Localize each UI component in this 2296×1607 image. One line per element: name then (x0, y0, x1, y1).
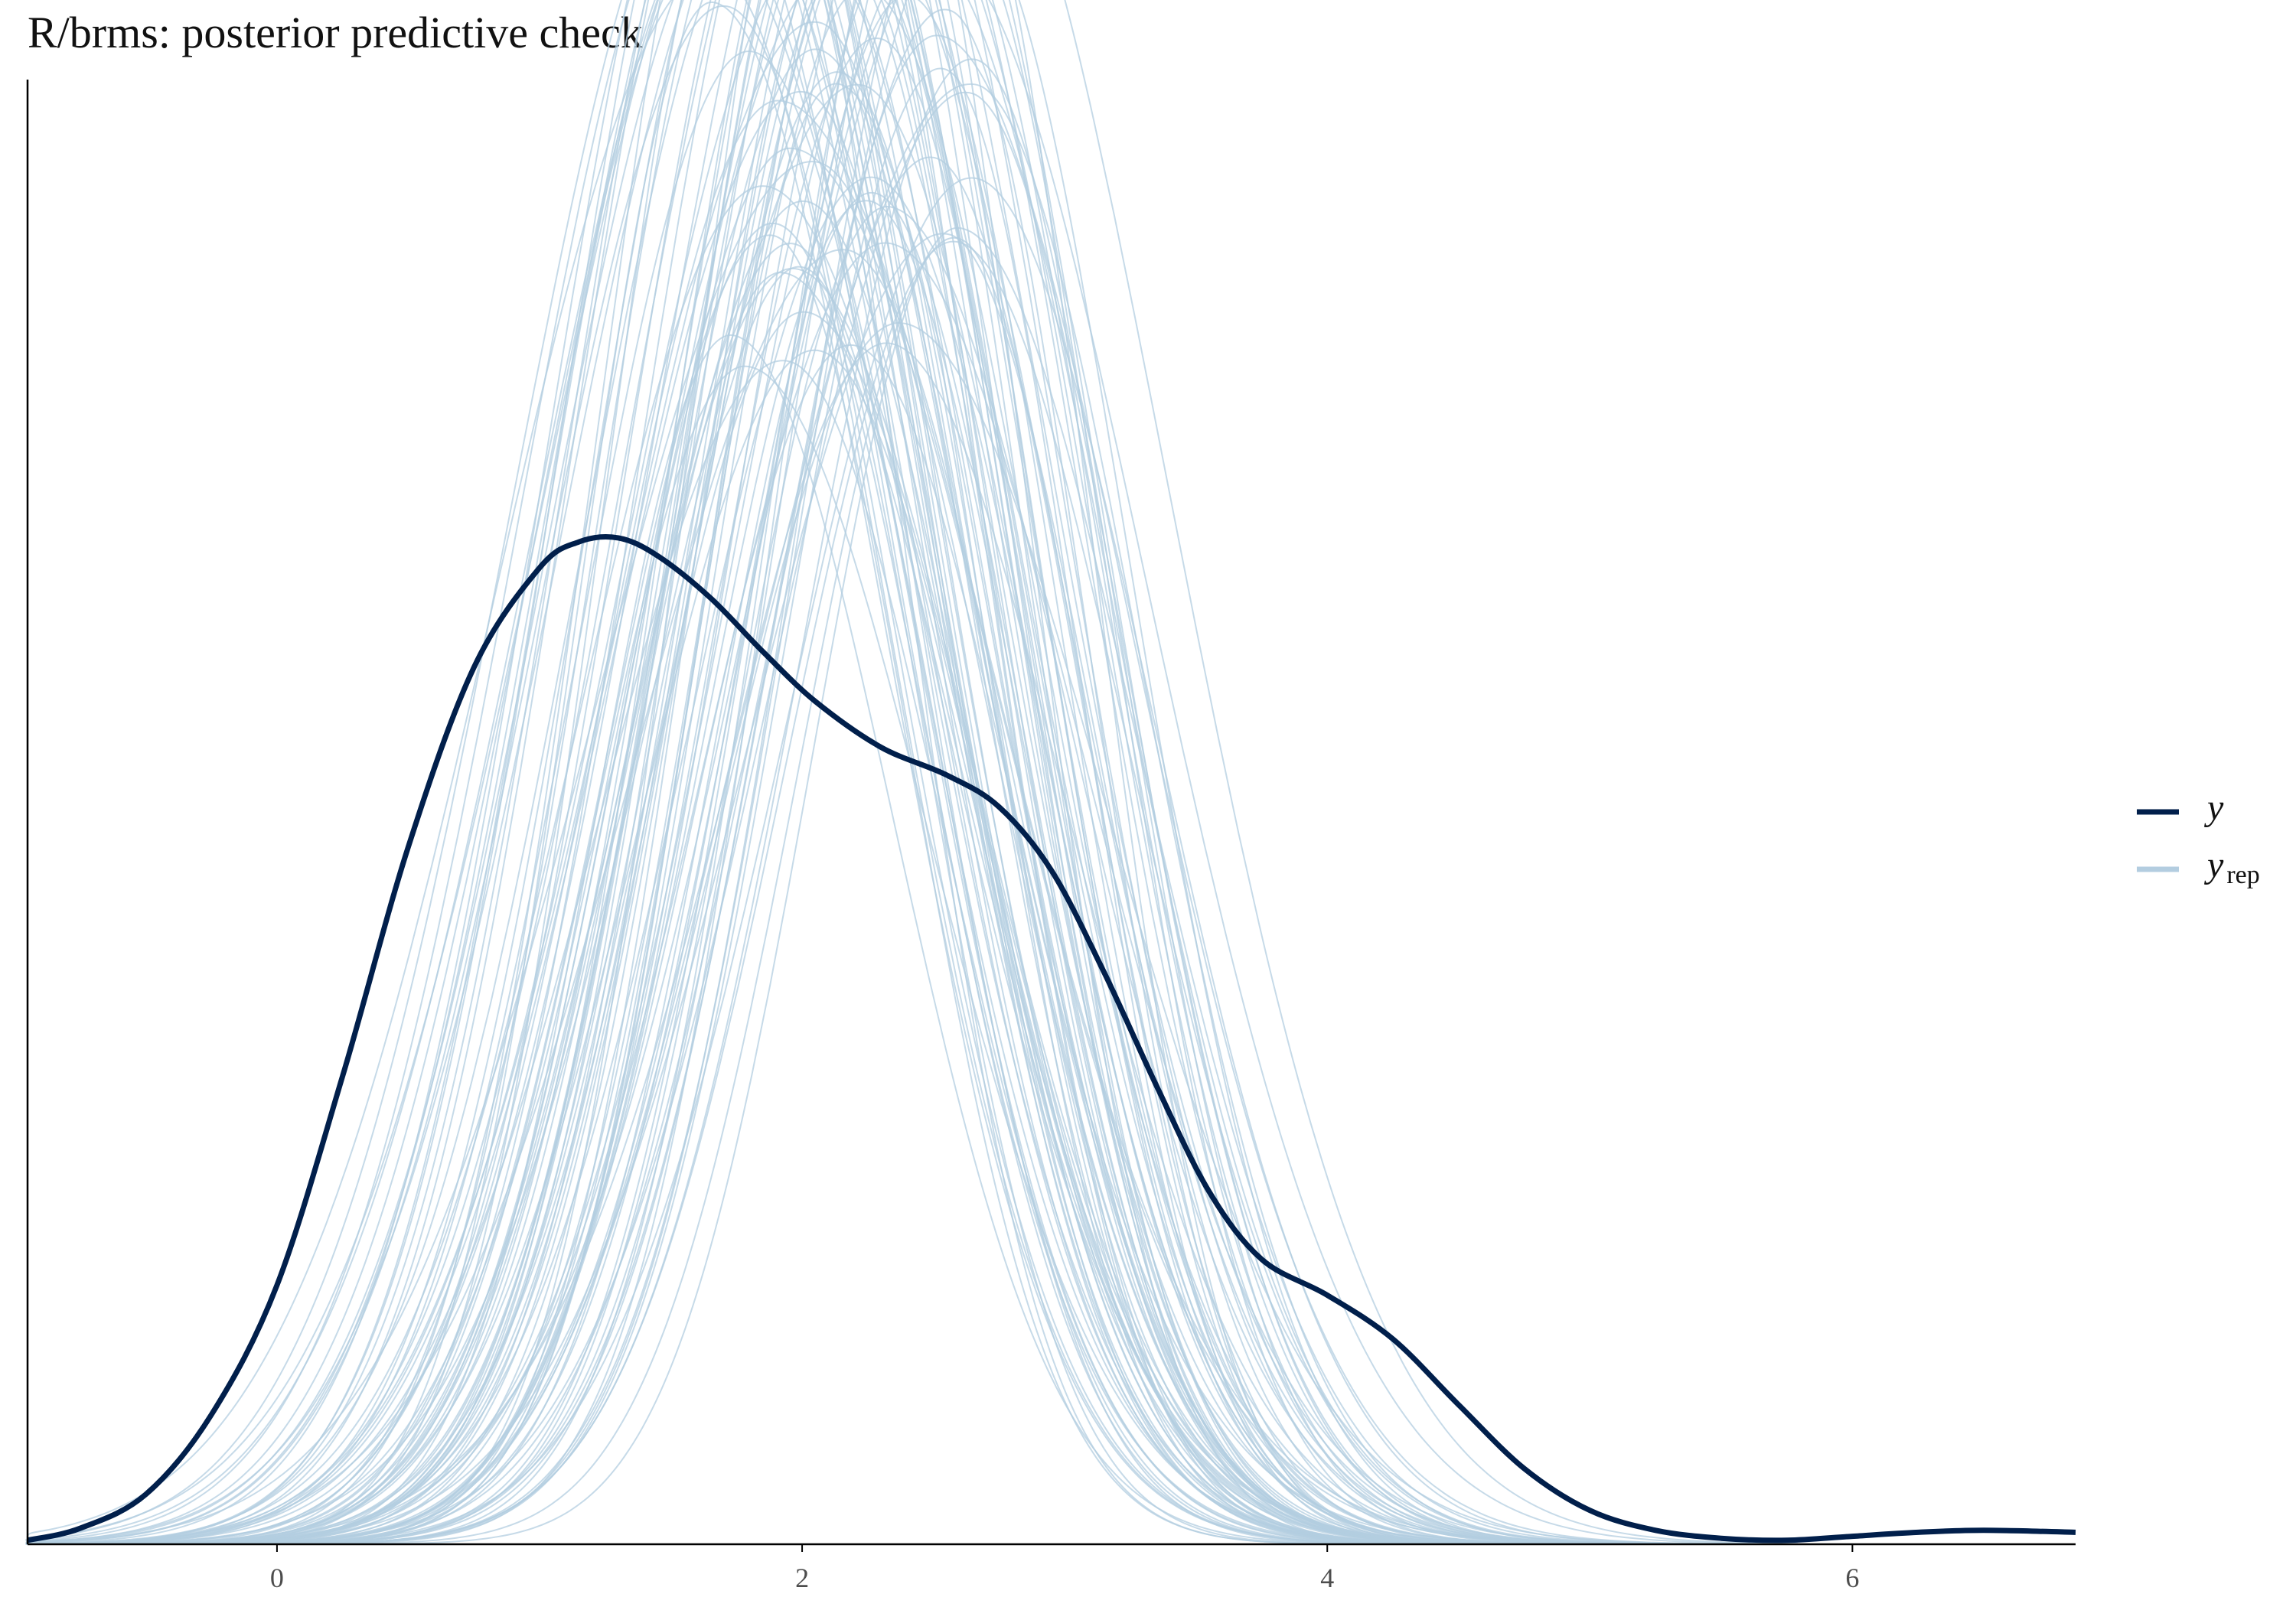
yrep-density-line (159, 0, 1534, 1546)
yrep-density-line (64, 83, 1678, 1546)
legend-yrep-subscript: rep (2226, 861, 2259, 889)
yrep-density-line (148, 71, 1552, 1546)
y-density-line-group (27, 534, 2076, 1543)
yrep-density-line (159, 0, 1609, 1546)
yrep-density-line (149, 83, 1820, 1546)
yrep-density-line (202, 91, 1756, 1546)
yrep-density-line (284, 67, 1624, 1546)
yrep-density-line (141, 0, 1799, 1546)
yrep-density-line (242, 227, 1698, 1546)
x-tick-label: 2 (795, 1563, 809, 1593)
yrep-density-line (26, 0, 1567, 1546)
yrep-density-line (27, 0, 1629, 1545)
yrep-density-line (155, 0, 1574, 1546)
yrep-density-line (27, 0, 1627, 1546)
x-axis-ticks: 0 2 4 6 (270, 1544, 1859, 1593)
yrep-density-line (88, 0, 1434, 1546)
x-tick-label: 4 (1320, 1563, 1334, 1593)
yrep-density-line (214, 0, 1595, 1546)
yrep-density-line (54, 272, 1533, 1546)
chart-title: R/brms: posterior predictive check (28, 8, 643, 57)
yrep-density-line (131, 266, 1494, 1546)
yrep-density-line (139, 344, 1588, 1545)
y-density-line (27, 534, 2076, 1543)
yrep-density-line (25, 0, 1544, 1545)
yrep-density-line (26, 0, 1715, 1545)
yrep-density-line (101, 0, 1588, 1546)
yrep-density-line (267, 58, 1704, 1546)
yrep-density-line (80, 0, 1623, 1545)
legend-yrep-main: y (2203, 845, 2224, 885)
x-tick-label: 6 (1845, 1563, 1859, 1593)
yrep-density-line (25, 0, 1574, 1545)
x-tick-label: 0 (270, 1563, 284, 1593)
legend-y-label: y (2203, 787, 2224, 828)
yrep-density-line (157, 0, 1689, 1545)
yrep-density-line (67, 349, 1589, 1545)
yrep-density-line (145, 0, 1730, 1546)
legend: y y rep (2137, 787, 2260, 889)
yrep-density-line (301, 236, 1635, 1546)
yrep-density-line (266, 0, 1675, 1546)
legend-yrep-label: y rep (2203, 845, 2260, 889)
yrep-density-line (129, 0, 1578, 1545)
yrep-density-line (25, 0, 1535, 1545)
yrep-density-line (25, 0, 1559, 1546)
yrep-density-line (26, 0, 1534, 1545)
yrep-density-line (199, 0, 1666, 1545)
yrep-density-line (65, 0, 1443, 1546)
yrep-density-line (166, 0, 1789, 1546)
yrep-density-line (145, 0, 1607, 1545)
yrep-density-lines (25, 0, 1820, 1546)
yrep-density-line (184, 177, 1786, 1545)
yrep-density-line (158, 34, 1740, 1546)
yrep-density-line (81, 322, 1742, 1546)
yrep-density-line (31, 1, 1417, 1546)
